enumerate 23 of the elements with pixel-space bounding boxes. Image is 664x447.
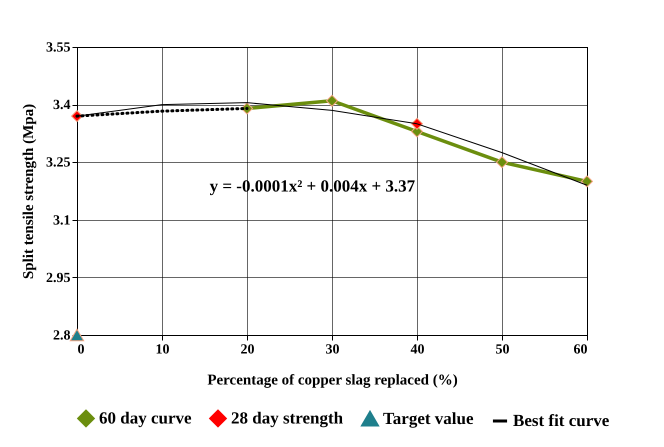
point (70, 328, 84, 342)
y-tick-label: 2.8 (53, 328, 70, 344)
x-axis-title: Percentage of copper slag replaced (%) (207, 372, 458, 388)
x-tick-label: 60 (574, 342, 588, 358)
y-tick-label: 2.95 (46, 270, 70, 286)
x-tick-label: 0 (78, 342, 84, 358)
legend-label: Target value (383, 408, 474, 428)
y-tick-label: 3.4 (53, 98, 70, 114)
point (326, 94, 338, 107)
x-tick-label: 20 (240, 342, 254, 358)
point (581, 175, 593, 188)
y-tick-label: 3.1 (53, 213, 70, 228)
point (496, 156, 508, 168)
legend-label: 60 day curve (99, 408, 192, 428)
y-tick-label: 3.55 (46, 40, 70, 56)
x-tick-label: 50 (496, 342, 510, 358)
y-axis-title: Split tensile strength (Mpa) (21, 104, 37, 280)
x-tick-label: 10 (156, 342, 170, 358)
x-tick-label: 30 (326, 342, 340, 358)
legend-label: Best fit curve (513, 411, 610, 430)
y-tick-label: 3.25 (46, 156, 70, 171)
x-tick-label: 40 (410, 342, 424, 358)
legend-label: 28 day strength (231, 408, 344, 428)
